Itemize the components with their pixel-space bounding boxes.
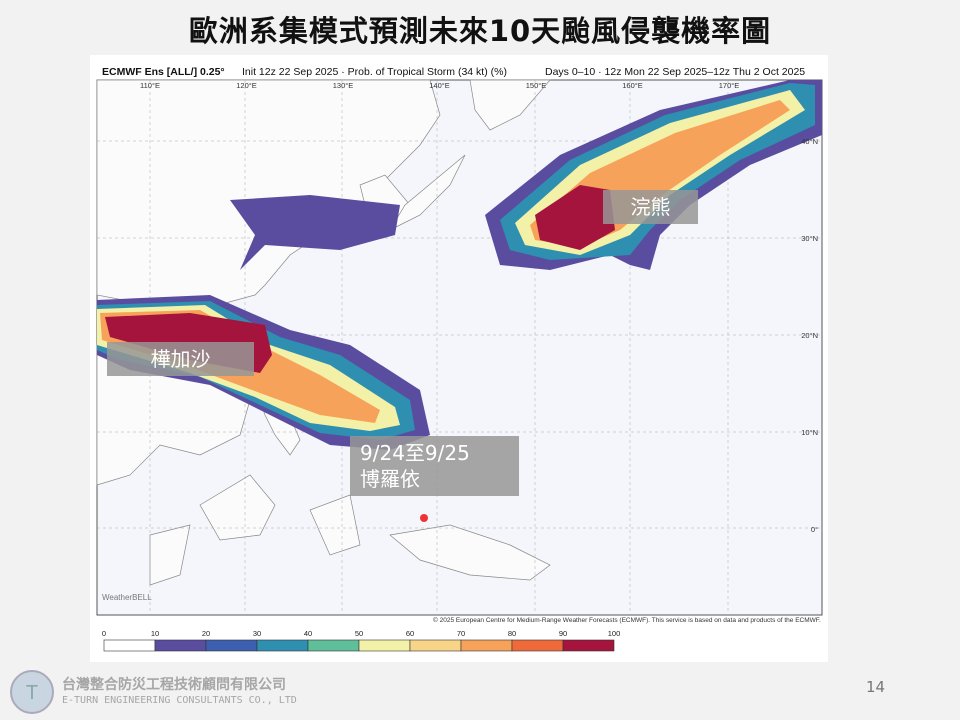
lon-label: 150°E [526, 81, 547, 90]
colorbar-bin [154, 639, 207, 652]
storm-dot [420, 514, 428, 522]
lat-label: 0° [811, 525, 818, 534]
annotation-line: 博羅依 [360, 467, 420, 491]
colorbar-tick-label: 10 [151, 629, 159, 638]
colorbar-bin [205, 639, 258, 652]
lat-labels: 40°N 30°N 20°N 10°N 0° [801, 137, 818, 534]
annotation: 浣熊 [603, 190, 698, 224]
svg-text:T: T [26, 682, 38, 704]
map-init: Init 12z 22 Sep 2025 · Prob. of Tropical… [242, 66, 507, 78]
annotation: 樺加沙 [107, 342, 254, 376]
lon-label: 120°E [236, 81, 257, 90]
storm-swath-east [485, 80, 822, 270]
colorbar-bin [409, 639, 462, 652]
lon-label: 110°E [140, 81, 160, 90]
company-name: 台灣整合防災工程技術顧問有限公司 [62, 677, 286, 693]
watermark: WeatherBELL [102, 593, 152, 602]
colorbar-tick-label: 30 [253, 629, 261, 638]
colorbar-tick-label: 100 [608, 629, 621, 638]
colorbar-bin [358, 639, 411, 652]
annotation: 9/24至9/25 博羅依 [350, 436, 519, 496]
graticule [97, 80, 822, 615]
colorbar-bin [307, 639, 360, 652]
lon-label: 140°E [429, 81, 450, 90]
lat-label: 10°N [801, 428, 818, 437]
colorbar-tick-label: 20 [202, 629, 210, 638]
lon-label: 160°E [622, 81, 643, 90]
colorbar-tick-label: 60 [406, 629, 414, 638]
page-number: 14 [866, 678, 886, 696]
colorbar-tick-label: 40 [304, 629, 312, 638]
logo: T [10, 670, 54, 714]
lon-label: 170°E [719, 81, 740, 90]
colorbar-bin [460, 639, 513, 652]
colorbar: 0 10 20 30 40 50 60 70 80 90 100 [102, 629, 621, 652]
lat-label: 30°N [801, 234, 818, 243]
colorbar-bin [511, 639, 564, 652]
copyright: © 2025 European Centre for Medium-Range … [433, 616, 821, 624]
colorbar-tick-label: 80 [508, 629, 516, 638]
colorbar-bin [103, 639, 156, 652]
colorbar-tick-label: 0 [102, 629, 106, 638]
colorbar-tick-label: 50 [355, 629, 363, 638]
lat-label: 20°N [801, 331, 818, 340]
colorbar-bin [256, 639, 309, 652]
colorbar-tick-label: 90 [559, 629, 567, 638]
lon-labels: 110°E 120°E 130°E 140°E 150°E 160°E 170°E [140, 81, 739, 90]
colorbar-tick-label: 70 [457, 629, 465, 638]
slide-title: 歐洲系集模式預測未來10天颱風侵襲機率圖 [188, 14, 772, 48]
lat-label: 40°N [801, 137, 818, 146]
map-product: ECMWF Ens [ALL/] 0.25° [102, 66, 225, 78]
colorbar-bin [562, 639, 615, 652]
map-image: ECMWF Ens [ALL/] 0.25° Init 12z 22 Sep 2… [90, 55, 828, 662]
lon-label: 130°E [333, 81, 354, 90]
annotation-line: 9/24至9/25 [360, 441, 470, 465]
map-period: Days 0–10 · 12z Mon 22 Sep 2025–12z Thu … [545, 66, 806, 78]
company-name-en: E-TURN ENGINEERING CONSULTANTS CO., LTD [62, 695, 297, 706]
